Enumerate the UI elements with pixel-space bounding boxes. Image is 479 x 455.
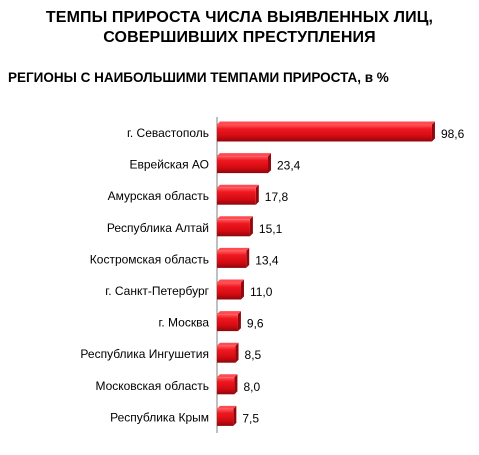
data-label: 23,4: [277, 159, 301, 173]
bar-side-face: [246, 247, 250, 268]
bar-group: Республика Ингушетия 8,5: [80, 342, 262, 363]
bar: [217, 124, 432, 142]
bar-group: Московская область 8,0: [95, 374, 260, 395]
bar-top-face: [217, 216, 253, 220]
bar: [217, 377, 235, 395]
bar-top-face: [217, 121, 435, 125]
category-label: г. Севастополь: [127, 126, 209, 140]
data-label: 9,6: [247, 317, 264, 331]
bar-group: Амурская область 17,8: [108, 184, 289, 205]
bar-side-face: [237, 311, 241, 332]
bar-group: г. Севастополь 98,6: [127, 121, 465, 142]
bar-group: Костромская область 13,4: [90, 247, 279, 268]
category-label: Московская область: [95, 379, 209, 393]
bar-side-face: [240, 279, 244, 300]
category-label: Еврейская АО: [129, 158, 209, 172]
bar-group: Республика Крым 7,5: [110, 405, 259, 426]
category-label: Костромская область: [90, 252, 209, 266]
data-label: 8,5: [245, 348, 262, 362]
bar-group: г. Москва 9,6: [158, 311, 264, 332]
bar-side-face: [234, 374, 238, 395]
category-label: Республика Крым: [110, 410, 209, 424]
bar-side-face: [233, 405, 237, 426]
category-label: Республика Алтай: [107, 221, 209, 235]
bar-top-face: [217, 279, 244, 283]
bar: [217, 219, 250, 237]
bar-side-face: [255, 184, 259, 205]
bar-group: Республика Алтай 15,1: [107, 216, 283, 237]
bar-group: г. Санкт-Петербург 11,0: [105, 279, 273, 300]
chart-title-line-1: ТЕМПЫ ПРИРОСТА ЧИСЛА ВЫЯВЛЕННЫХ ЛИЦ,: [45, 9, 434, 26]
chart-subtitle: РЕГИОНЫ С НАИБОЛЬШИМИ ТЕМПАМИ ПРИРОСТА, …: [8, 70, 389, 85]
data-label: 7,5: [242, 411, 259, 425]
category-label: Амурская область: [108, 189, 209, 203]
bar: [217, 156, 269, 174]
bar-side-face: [249, 216, 253, 237]
category-label: г. Санкт-Петербург: [105, 284, 209, 298]
chart-title: ТЕМПЫ ПРИРОСТА ЧИСЛА ВЫЯВЛЕННЫХ ЛИЦ, СОВ…: [0, 8, 479, 48]
bar: [217, 187, 256, 205]
category-label: Республика Ингушетия: [80, 347, 209, 361]
data-label: 98,6: [441, 127, 465, 141]
bar-top-face: [217, 153, 272, 157]
data-label: 17,8: [265, 190, 289, 204]
bar: [217, 282, 241, 300]
chart-title-line-2: СОВЕРШИВШИХ ПРЕСТУПЛЕНИЯ: [103, 29, 376, 46]
data-label: 13,4: [255, 253, 279, 267]
bar-top-face: [217, 374, 238, 378]
bar-top-face: [217, 405, 237, 409]
data-label: 8,0: [243, 380, 260, 394]
bar-side-face: [431, 121, 435, 142]
bar-side-face: [235, 342, 239, 363]
data-label: 15,1: [259, 222, 283, 236]
bar-top-face: [217, 184, 259, 188]
bar: [217, 345, 236, 363]
bar-series: г. Севастополь 98,6 Еврейская АО 23,4 Амурск…: [80, 121, 465, 426]
bar-top-face: [217, 247, 250, 251]
category-label: г. Москва: [158, 316, 209, 330]
bar: [217, 314, 238, 332]
bar: [217, 408, 234, 426]
bar-top-face: [217, 311, 241, 315]
bar-top-face: [217, 342, 239, 346]
bar-side-face: [268, 153, 272, 174]
bar: [217, 250, 247, 268]
bar-group: Еврейская АО 23,4: [129, 153, 301, 174]
data-label: 11,0: [250, 285, 273, 299]
